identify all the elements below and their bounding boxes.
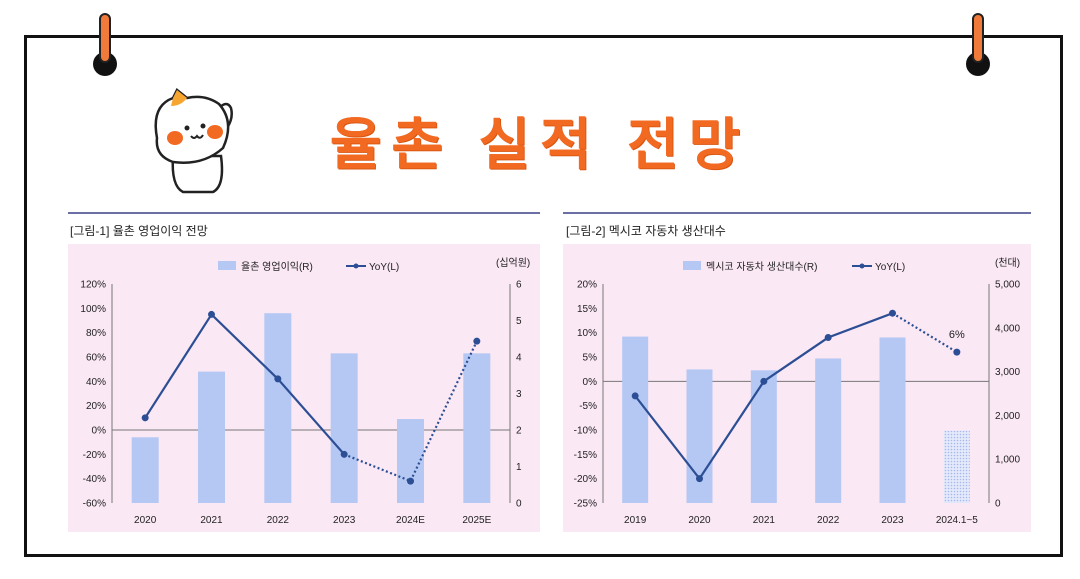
fig2-left-tick: 20% xyxy=(577,280,597,291)
fig1-left-tick: 20% xyxy=(86,401,106,412)
fig1-bar xyxy=(463,353,491,503)
fig1-yoy-point xyxy=(407,477,414,485)
fig2-category-label: 2023 xyxy=(881,515,904,526)
fig1-right-tick: 5 xyxy=(516,316,522,327)
fig2-bar xyxy=(750,370,777,503)
fig2-category-label: 2024.1~5 xyxy=(936,515,978,526)
fig2-legend-bar-swatch xyxy=(683,261,701,270)
fig2-yoy-point xyxy=(824,334,832,342)
fig1-left-tick: 0% xyxy=(92,426,107,437)
fig2-right-tick: 4,000 xyxy=(995,323,1020,334)
fig2-category-label: 2020 xyxy=(688,515,711,526)
fig1-left-tick: 80% xyxy=(86,328,106,339)
fig2-right-tick: 5,000 xyxy=(995,280,1020,291)
fig1-yoy-line-solid xyxy=(144,312,345,456)
fig2-left-tick: 10% xyxy=(577,328,597,339)
cat-mascot-icon xyxy=(154,88,233,194)
left-pin-stick-icon xyxy=(99,13,111,63)
fig1-category-label: 2025E xyxy=(462,515,491,526)
fig1-bar xyxy=(264,313,292,503)
fig1-chart: 율촌 영업이익(R) YoY(L) (십억원) 120%100%80%60%40… xyxy=(80,257,530,526)
fig2-category-label: 2022 xyxy=(817,515,840,526)
fig1-category-label: 2020 xyxy=(134,515,157,526)
fig1-left-tick: -20% xyxy=(83,450,106,461)
fig2-yoy-line-projected xyxy=(891,312,958,354)
fig2-left-tick: -25% xyxy=(574,499,597,510)
fig2-left-tick: -15% xyxy=(574,450,597,461)
fig2-unit-right: (천대) xyxy=(995,257,1020,269)
fig1-bar xyxy=(330,353,358,503)
fig2-right-tick: 3,000 xyxy=(995,367,1020,378)
fig2-left-tick: -10% xyxy=(574,426,597,437)
fig2-legend-line-marker xyxy=(859,263,865,269)
fig2-yoy-point xyxy=(889,309,896,317)
fig2-yoy-point xyxy=(953,348,961,356)
fig1-category-label: 2022 xyxy=(267,515,290,526)
fig1-legend-line-marker xyxy=(353,263,359,269)
fig1-yoy-point xyxy=(141,414,149,422)
fig2-bar xyxy=(686,369,713,503)
fig1-legend-bar-label: 율촌 영업이익(R) xyxy=(241,260,313,273)
fig2-annotation: 6% xyxy=(949,329,965,341)
fig1-left-tick: 120% xyxy=(80,280,106,291)
fig1-left-tick: -60% xyxy=(83,499,106,510)
fig1-yoy-line-projected xyxy=(343,340,478,483)
page-title: 율촌 실적 전망 xyxy=(329,113,751,176)
fig1-left-tick: 40% xyxy=(86,377,106,388)
fig2-bar xyxy=(943,430,970,503)
fig2-legend-bar-label: 멕시코 자동차 생산대수(R) xyxy=(706,261,817,273)
fig1-bar xyxy=(198,371,225,503)
fig1-category-label: 2023 xyxy=(333,515,356,526)
right-pin-stick-icon xyxy=(972,13,984,63)
fig1-right-tick: 2 xyxy=(516,426,522,437)
fig2-left-tick: 5% xyxy=(583,353,598,364)
fig2-right-tick: 0 xyxy=(995,499,1001,510)
fig2-left-tick: -20% xyxy=(574,474,597,485)
fig1-unit-right: (십억원) xyxy=(496,257,530,269)
fig1-top-rule xyxy=(68,212,540,214)
fig2-title: [그림-2] 멕시코 자동차 생산대수 xyxy=(566,224,726,238)
fig2-right-tick: 2,000 xyxy=(995,411,1020,422)
fig1-title: [그림-1] 율촌 영업이익 전망 xyxy=(70,224,208,238)
fig2-left-tick: -5% xyxy=(579,401,597,412)
fig2-yoy-point xyxy=(631,392,639,400)
fig1-yoy-point xyxy=(473,337,481,345)
fig1-bar xyxy=(131,437,159,503)
fig1-yoy-point xyxy=(340,450,348,458)
fig1-right-tick: 0 xyxy=(516,499,522,510)
fig1-left-tick: -40% xyxy=(83,474,106,485)
fig1-yoy-point xyxy=(208,310,215,318)
fig2-bar xyxy=(622,336,649,503)
fig2-left-tick: 15% xyxy=(577,304,597,315)
fig2-top-rule xyxy=(563,212,1031,214)
fig1-legend-bar-swatch xyxy=(218,261,236,270)
fig1-left-tick: 100% xyxy=(80,304,106,315)
fig2-legend-line-label: YoY(L) xyxy=(875,262,905,273)
fig2-category-label: 2019 xyxy=(624,515,647,526)
fig2-left-tick: 0% xyxy=(583,377,598,388)
fig1-left-tick: 60% xyxy=(86,353,106,364)
fig1-category-label: 2024E xyxy=(396,515,425,526)
fig1-right-tick: 1 xyxy=(516,462,522,473)
fig1-right-tick: 6 xyxy=(516,280,522,291)
fig2-yoy-point xyxy=(760,377,768,385)
fig2-category-label: 2021 xyxy=(753,515,776,526)
fig1-right-tick: 4 xyxy=(516,353,522,364)
fig2-chart: 멕시코 자동차 생산대수(R) YoY(L) (천대) 20% 15% 10% 5% 0… xyxy=(574,257,1021,526)
fig1-bar xyxy=(397,419,424,503)
fig1-right-tick: 3 xyxy=(516,389,522,400)
fig1-yoy-point xyxy=(274,375,282,383)
fig1-legend-line-label: YoY(L) xyxy=(369,262,399,273)
fig2-yoy-point xyxy=(696,475,703,483)
fig1-category-label: 2021 xyxy=(200,515,223,526)
fig2-bar xyxy=(879,337,906,503)
fig2-bar xyxy=(815,358,842,503)
fig2-right-tick: 1,000 xyxy=(995,455,1020,466)
